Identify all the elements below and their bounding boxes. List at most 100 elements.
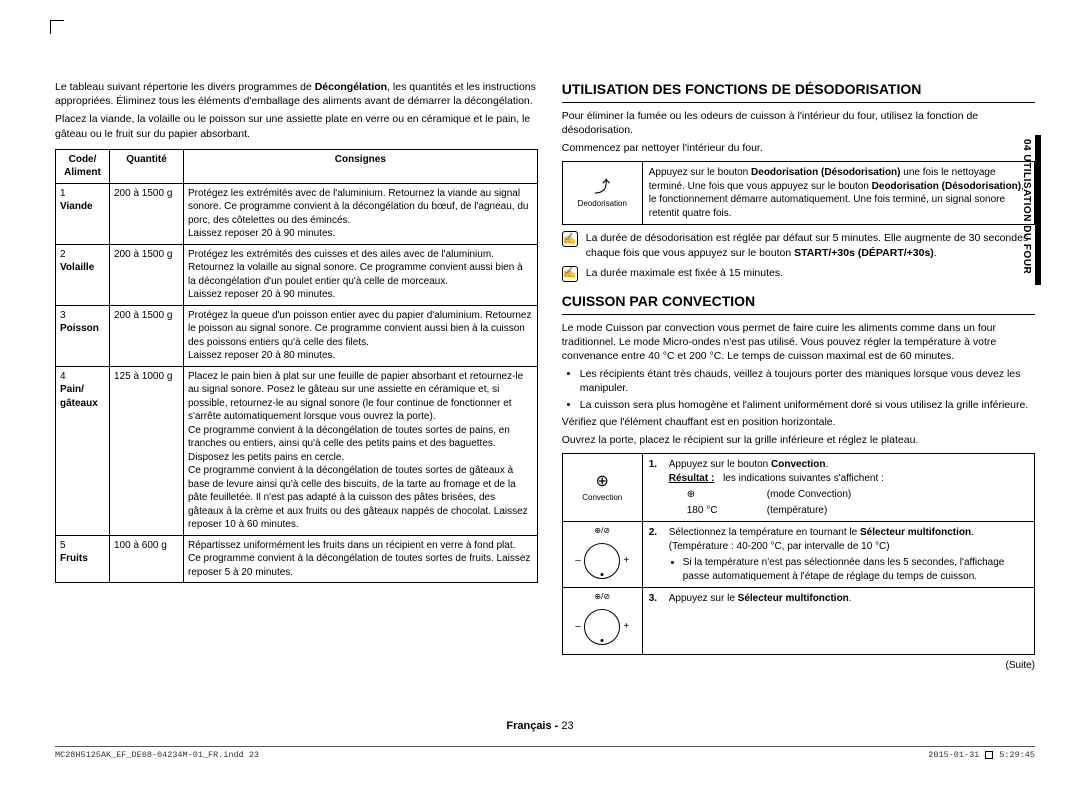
heading-convection: CUISSON PAR CONVECTION xyxy=(562,292,1035,315)
conv-bullets: Les récipients étant très chauds, veille… xyxy=(562,367,1035,412)
s1-res-lbl: Résultat : xyxy=(669,473,715,484)
qty-cell: 125 à 1000 g xyxy=(110,366,184,535)
code-cell: 1Viande xyxy=(56,183,110,244)
s2sub: (Température : 40-200 °C, par intervalle… xyxy=(669,541,890,552)
right-column: 04 UTILISATION DU FOUR UTILISATION DES F… xyxy=(562,80,1035,672)
deo-t1: Appuyez sur le bouton xyxy=(649,167,751,178)
code-cell: 5Fruits xyxy=(56,535,110,583)
deo-w1b: START/+30s (DÉPART/+30s) xyxy=(794,247,934,259)
intro-1b: Décongélation xyxy=(315,81,387,93)
indd-filename: MC28H5125AK_EF_DE68-04234M-01_FR.indd 23 xyxy=(55,750,259,760)
note-icon: ✍ xyxy=(562,266,578,282)
s3c: . xyxy=(849,593,852,604)
print-time: 5:29:45 xyxy=(999,750,1035,760)
print-date: 2015-01-31 xyxy=(928,750,979,760)
qty-cell: 200 à 1500 g xyxy=(110,183,184,244)
heading-deodorisation: UTILISATION DES FONCTIONS DE DÉSODORISAT… xyxy=(562,80,1035,103)
conv-p1: Le mode Cuisson par convection vous perm… xyxy=(562,321,1035,364)
suite-label: (Suite) xyxy=(562,659,1035,673)
conv-icon-cell-1: ⊕ Convection xyxy=(562,454,642,522)
deo-icon-cell: ⤴ Deodorisation xyxy=(562,162,642,225)
s1g1b: (mode Convection) xyxy=(767,488,884,502)
intro-paragraph-1: Le tableau suivant répertorie les divers… xyxy=(55,80,538,108)
th-code: Code/ Aliment xyxy=(56,149,110,183)
cons-cell: Protégez les extrémités des cuisses et d… xyxy=(184,244,538,305)
table-row: 1Viande200 à 1500 gProtégez les extrémit… xyxy=(56,183,538,244)
defrost-table: Code/ Aliment Quantité Consignes 1Viande… xyxy=(55,149,538,584)
side-tab-text: 04 UTILISATION DU FOUR xyxy=(1020,135,1034,274)
deo-box-text: Appuyez sur le bouton Deodorisation (Dés… xyxy=(642,162,1034,225)
deo-b1: Deodorisation (Désodorisation) xyxy=(751,167,900,178)
step-num-2: 2. xyxy=(649,526,663,583)
note-icon: ✍ xyxy=(562,231,578,247)
cons-cell: Protégez la queue d'un poisson entier av… xyxy=(184,305,538,366)
print-footer: MC28H5125AK_EF_DE68-04234M-01_FR.indd 23… xyxy=(55,746,1035,760)
conv-p3: Ouvrez la porte, placez le récipient sur… xyxy=(562,433,1035,447)
s1b: Convection xyxy=(771,459,825,470)
s1g2b: (température) xyxy=(767,504,884,518)
s3a: Appuyez sur le xyxy=(669,593,738,604)
s2c: . xyxy=(971,527,974,538)
th-qty: Quantité xyxy=(110,149,184,183)
color-swatch-icon xyxy=(985,751,993,759)
table-row: 5Fruits100 à 600 gRépartissez uniforméme… xyxy=(56,535,538,583)
deo-box-table: ⤴ Deodorisation Appuyez sur le bouton De… xyxy=(562,161,1035,225)
dial-top-label-2: ⊕/⊘ xyxy=(569,592,636,603)
qty-cell: 100 à 600 g xyxy=(110,535,184,583)
deo-p1: Pour éliminer la fumée ou les odeurs de … xyxy=(562,109,1035,137)
page-footer-center: Français - 23 xyxy=(0,720,1080,732)
s3b: Sélecteur multifonction xyxy=(738,593,849,604)
s1g2a: 180 °C xyxy=(687,504,757,518)
qty-cell: 200 à 1500 g xyxy=(110,244,184,305)
spray-icon: ⤴ xyxy=(594,177,610,199)
footer-lang: Français - xyxy=(506,720,561,732)
conv-icon-label: Convection xyxy=(582,493,622,504)
deo-b2: Deodorisation (Désodorisation) xyxy=(872,181,1021,192)
dial-cell-2: ⊕/⊘ xyxy=(562,588,642,654)
deo-p2: Commencez par nettoyer l'intérieur du fo… xyxy=(562,141,1035,155)
qty-cell: 200 à 1500 g xyxy=(110,305,184,366)
s1-res-txt: les indications suivantes s'affichent : xyxy=(723,473,884,484)
footer-page-num: 23 xyxy=(561,720,573,732)
deo-w1c: . xyxy=(934,247,937,259)
s1a: Appuyez sur le bouton xyxy=(669,459,771,470)
step-num-1: 1. xyxy=(649,458,663,517)
step-num-3: 3. xyxy=(649,592,663,606)
side-tab: 04 UTILISATION DU FOUR xyxy=(1020,135,1042,285)
step-2: 2. Sélectionnez la température en tourna… xyxy=(642,522,1034,588)
conv-p2: Vérifiez que l'élément chauffant est en … xyxy=(562,415,1035,429)
table-row: 4Pain/ gâteaux125 à 1000 gPlacez le pain… xyxy=(56,366,538,535)
code-cell: 2Volaille xyxy=(56,244,110,305)
table-row: 3Poisson200 à 1500 gProtégez la queue d'… xyxy=(56,305,538,366)
dial-cell-1: ⊕/⊘ xyxy=(562,522,642,588)
cons-cell: Placez le pain bien à plat sur une feuil… xyxy=(184,366,538,535)
dial-top-label: ⊕/⊘ xyxy=(569,526,636,537)
deo-warn-2: La durée maximale est fixée à 15 minutes… xyxy=(586,266,1035,280)
deo-warn-1: La durée de désodorisation est réglée pa… xyxy=(586,231,1035,259)
step-3: 3. Appuyez sur le Sélecteur multifonctio… xyxy=(642,588,1034,654)
deodorisation-icon: ⤴ Deodorisation xyxy=(575,171,629,215)
table-row: 2Volaille200 à 1500 gProtégez les extrém… xyxy=(56,244,538,305)
conv-steps-table: ⊕ Convection 1. Appuyez sur le bouton Co… xyxy=(562,453,1035,655)
cons-cell: Répartissez uniformément les fruits dans… xyxy=(184,535,538,583)
conv-li1: Les récipients étant très chauds, veille… xyxy=(580,367,1035,395)
convection-icon: ⊕ Convection xyxy=(575,466,629,510)
dial-icon xyxy=(584,543,620,579)
dial-icon xyxy=(584,609,620,645)
intro-1a: Le tableau suivant répertorie les divers… xyxy=(55,81,315,93)
cons-cell: Protégez les extrémités avec de l'alumin… xyxy=(184,183,538,244)
code-cell: 3Poisson xyxy=(56,305,110,366)
conv-li2: La cuisson sera plus homogène et l'alime… xyxy=(580,398,1035,412)
left-column: Le tableau suivant répertorie les divers… xyxy=(55,80,538,672)
code-cell: 4Pain/ gâteaux xyxy=(56,366,110,535)
th-cons: Consignes xyxy=(184,149,538,183)
intro-paragraph-2: Placez la viande, la volaille ou le pois… xyxy=(55,112,538,140)
step-1: 1. Appuyez sur le bouton Convection. Rés… xyxy=(642,454,1034,522)
s1g1a: ⊕ xyxy=(687,488,757,502)
crop-mark-tl xyxy=(50,20,64,34)
s1c: . xyxy=(825,459,828,470)
s2a: Sélectionnez la température en tournant … xyxy=(669,527,860,538)
s2li: Si la température n'est pas sélectionnée… xyxy=(683,556,1028,583)
fan-icon: ⊕ xyxy=(596,471,609,493)
deo-icon-label: Deodorisation xyxy=(578,199,627,210)
